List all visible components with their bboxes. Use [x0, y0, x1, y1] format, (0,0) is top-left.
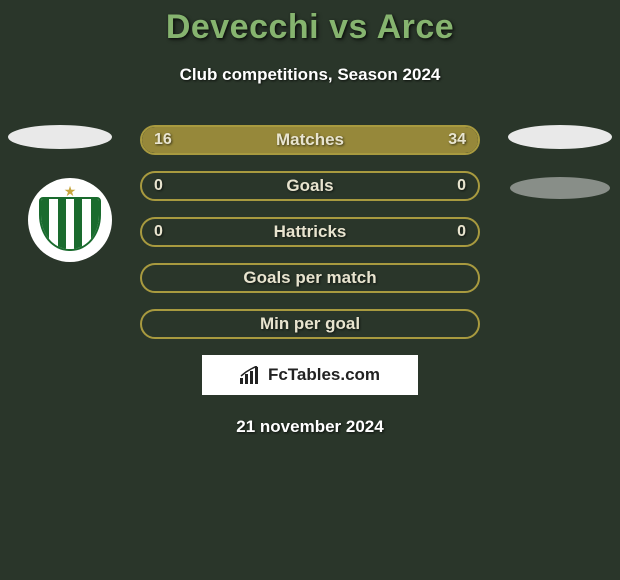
player-right-placeholder	[508, 125, 612, 149]
infographic-container: Devecchi vs Arce Club competitions, Seas…	[0, 0, 620, 437]
bar-label: Goals per match	[142, 265, 478, 291]
comparison-bars: 1634Matches 00Goals 00Hattricks Goals per m…	[140, 125, 480, 339]
club-right-placeholder	[510, 177, 610, 199]
stat-bar: Goals per match	[140, 263, 480, 293]
brand-chart-icon	[240, 366, 262, 384]
bar-label: Goals	[142, 173, 478, 199]
player-left-placeholder	[8, 125, 112, 149]
club-badge-left: ★	[28, 178, 112, 262]
stat-bar: 00Hattricks	[140, 217, 480, 247]
stat-bar: 1634Matches	[140, 125, 480, 155]
brand-box: FcTables.com	[202, 355, 418, 395]
brand-text: FcTables.com	[268, 365, 380, 385]
page-title: Devecchi vs Arce	[0, 8, 620, 47]
bar-label: Hattricks	[142, 219, 478, 245]
stat-bar: 00Goals	[140, 171, 480, 201]
date-text: 21 november 2024	[0, 417, 620, 437]
subtitle: Club competitions, Season 2024	[0, 65, 620, 85]
badge-stripes	[39, 197, 101, 251]
stat-bar: Min per goal	[140, 309, 480, 339]
bar-label: Min per goal	[142, 311, 478, 337]
bar-label: Matches	[142, 127, 478, 153]
